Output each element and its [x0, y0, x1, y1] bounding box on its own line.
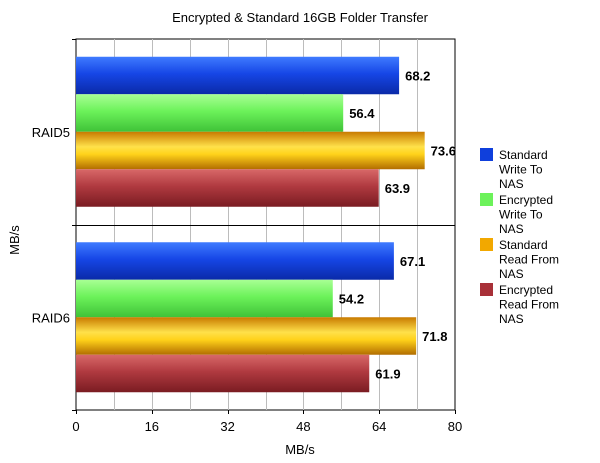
category-label-raid6: RAID6: [32, 310, 70, 325]
data-label: 71.8: [422, 329, 447, 344]
legend-entry: Standard Write To NAS: [499, 148, 548, 191]
x-tick-label: 48: [296, 419, 310, 434]
legend-entry: Standard Read From NAS: [499, 238, 559, 281]
bar-raid5-series-2: [76, 94, 344, 132]
value-labels: 68.2 56.4 73.6 63.9 67.1 54.2 71.8 61.9: [339, 69, 456, 382]
category-labels: RAID5 RAID6: [32, 125, 70, 326]
chart-title: Encrypted & Standard 16GB Folder Transfe…: [172, 10, 428, 25]
bar-raid5-series-3: [76, 131, 425, 170]
bar-raid5-series-1: [76, 56, 400, 95]
data-label: 68.2: [405, 69, 430, 84]
x-tick-label: 80: [448, 419, 462, 434]
x-tick-label: 0: [72, 419, 79, 434]
bars: [76, 56, 425, 393]
data-label: 73.6: [431, 144, 456, 159]
category-label-raid5: RAID5: [32, 125, 70, 140]
data-label: 67.1: [400, 254, 425, 269]
bar-raid6-series-3: [76, 317, 417, 355]
data-label: 61.9: [375, 367, 400, 382]
legend-swatch: [480, 238, 493, 251]
x-axis-label: MB/s: [285, 442, 315, 457]
legend-swatch: [480, 148, 493, 161]
x-tick-label: 64: [372, 419, 386, 434]
bar-raid6-series-2: [76, 279, 333, 318]
axes: [72, 39, 456, 414]
bar-raid6-series-1: [76, 242, 394, 280]
bar-raid6-series-4: [76, 354, 370, 393]
legend-entry: Encrypted Read From NAS: [499, 283, 559, 326]
legend-swatch: [480, 193, 493, 206]
data-label: 54.2: [339, 292, 364, 307]
bar-raid5-series-4: [76, 169, 379, 207]
legend-swatch: [480, 283, 493, 296]
x-tick-labels: 0 16 32 48 64 80: [72, 419, 462, 434]
data-label: 63.9: [385, 181, 410, 196]
y-axis-label: MB/s: [7, 225, 22, 255]
data-label: 56.4: [349, 106, 375, 121]
x-tick-label: 16: [145, 419, 159, 434]
legend-entry: Encrypted Write To NAS: [499, 193, 553, 236]
x-tick-label: 32: [220, 419, 234, 434]
